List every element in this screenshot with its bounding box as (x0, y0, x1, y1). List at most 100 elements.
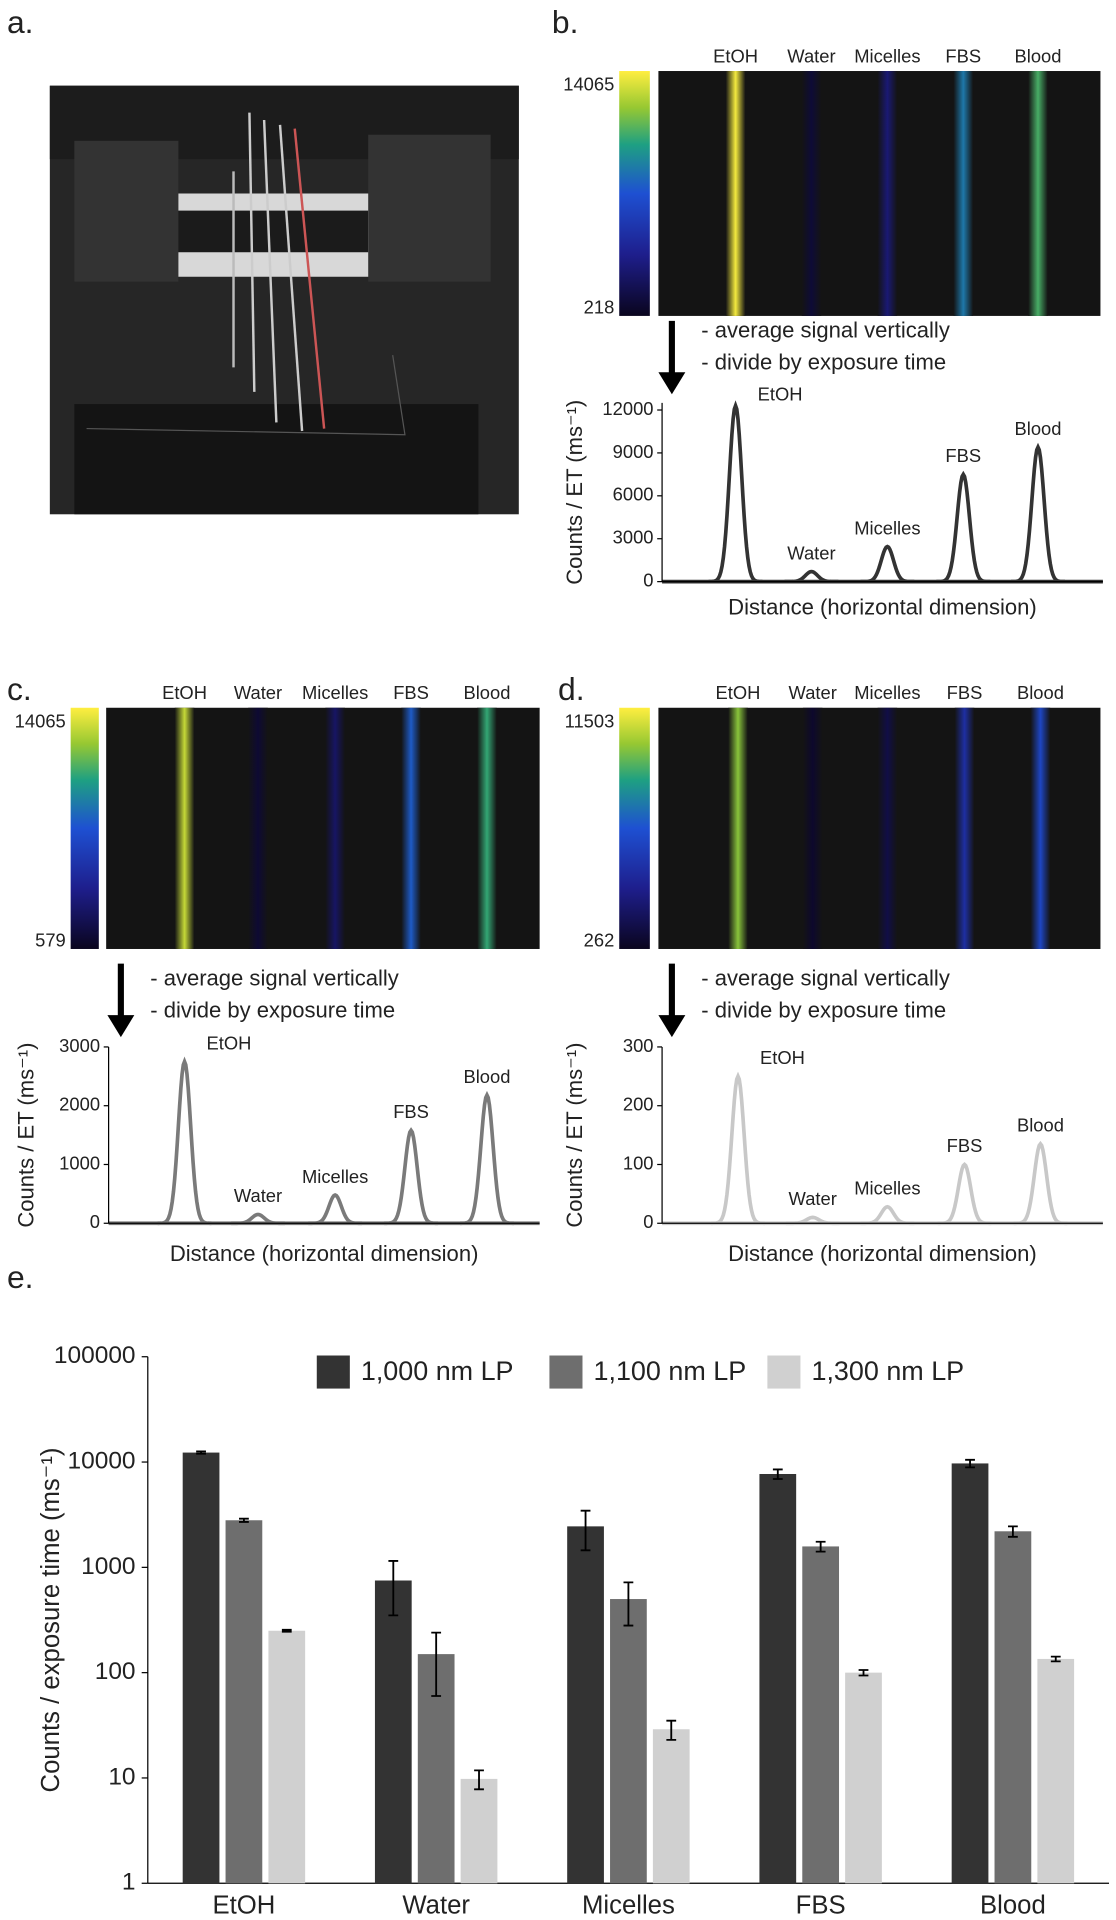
heatmap (106, 707, 540, 949)
note: - average signal vertically (701, 965, 950, 990)
peak (937, 1161, 992, 1226)
y-axis-title: Counts / ET (ms⁻¹) (14, 1043, 39, 1228)
y-axis-title: Counts / ET (ms⁻¹) (562, 400, 587, 585)
panel-label: a. (7, 4, 34, 40)
bar (182, 1452, 220, 1884)
bar (845, 1672, 882, 1884)
lane-label: Water (234, 682, 282, 703)
peak (1013, 1140, 1068, 1226)
peak-label: Blood (463, 1066, 510, 1087)
bar (460, 1778, 498, 1884)
heatmap-lane (725, 71, 746, 316)
peak (860, 1204, 915, 1226)
y-axis-title: Counts / exposure time (ms⁻¹) (37, 1448, 65, 1793)
lane-label: Water (789, 682, 837, 703)
arrow-head (658, 1015, 686, 1038)
x-tick-label: EtOH (212, 1891, 275, 1919)
heatmap-lane (953, 71, 974, 316)
y-tick-label: 6000 (613, 484, 654, 505)
arrow-head (107, 1015, 135, 1038)
panel-label: e. (7, 1259, 34, 1295)
colorbar-min: 579 (35, 929, 66, 950)
note: - average signal vertically (701, 318, 950, 343)
peak-label: EtOH (760, 1047, 805, 1068)
y-tick-label: 100000 (54, 1342, 136, 1369)
peak-label: EtOH (758, 383, 803, 404)
bar (567, 1526, 604, 1884)
bar (268, 1630, 306, 1884)
peak-label: Water (234, 1185, 282, 1206)
peak (384, 1127, 439, 1226)
error-bar (281, 1628, 292, 1633)
error-bar (965, 1458, 975, 1469)
lane-label: Water (787, 45, 835, 66)
heatmap-lane (477, 707, 497, 949)
lane-label: EtOH (162, 682, 207, 703)
peak (460, 1090, 514, 1226)
heatmap-lane (802, 707, 823, 949)
error-bar (815, 1540, 826, 1553)
note: - divide by exposure time (701, 350, 946, 375)
note: - divide by exposure time (701, 997, 946, 1022)
error-bar (666, 1719, 677, 1741)
y-tick-label: 100 (95, 1658, 136, 1685)
legend-label: 1,100 nm LP (594, 1356, 747, 1386)
peak-label: FBS (945, 445, 981, 466)
heatmap-lane (801, 71, 822, 316)
legend-swatch (316, 1355, 350, 1389)
legend-swatch (549, 1355, 583, 1389)
legend-label: 1,300 nm LP (811, 1356, 964, 1386)
bar (374, 1580, 412, 1884)
lane-label: Blood (1015, 45, 1062, 66)
bar (951, 1463, 989, 1884)
arrow-head (658, 372, 686, 395)
heatmap-lane (174, 707, 195, 949)
error-bar (1050, 1655, 1061, 1663)
heatmap-lane (877, 71, 898, 316)
heatmap-lane (1030, 707, 1051, 949)
y-tick-label: 1000 (81, 1553, 135, 1580)
y-tick-label: 300 (623, 1035, 654, 1056)
note: - divide by exposure time (150, 997, 395, 1022)
heatmap-lane (954, 707, 975, 949)
peak-label: Blood (1015, 418, 1062, 439)
x-axis-title: Distance (horizontal dimension) (728, 1241, 1037, 1266)
y-tick-label: 0 (643, 1211, 653, 1232)
x-tick-label: Micelles (582, 1891, 675, 1919)
y-tick-label: 3000 (59, 1035, 100, 1056)
colorbar (619, 707, 650, 949)
x-axis-title: Distance (horizontal dimension) (728, 594, 1037, 619)
lane-label: FBS (945, 45, 981, 66)
peak-label: Water (789, 1188, 837, 1209)
colorbar-min: 262 (584, 929, 615, 950)
peak-label: FBS (947, 1135, 983, 1156)
lane-label: FBS (947, 682, 983, 703)
lane-label: Micelles (302, 682, 368, 703)
legend-swatch (767, 1355, 801, 1389)
peak-label: Blood (1017, 1115, 1064, 1136)
colorbar (70, 707, 99, 949)
peak-label: Micelles (854, 1178, 920, 1199)
lane-label: Blood (1017, 682, 1064, 703)
y-axis-title: Counts / ET (ms⁻¹) (562, 1043, 587, 1228)
peak (860, 544, 915, 584)
peak (708, 400, 763, 584)
colorbar (619, 71, 650, 316)
bar (759, 1473, 797, 1884)
y-tick-label: 100 (623, 1152, 654, 1173)
error-bar (239, 1517, 249, 1523)
colorbar-min: 218 (584, 296, 615, 317)
y-tick-label: 10 (108, 1763, 135, 1790)
peak (1011, 442, 1065, 584)
colorbar-max: 11503 (565, 710, 615, 731)
y-tick-label: 0 (643, 569, 653, 590)
bar (802, 1546, 840, 1884)
note: - average signal vertically (150, 965, 399, 990)
error-bar (196, 1450, 206, 1455)
peak-label: Water (787, 542, 835, 563)
lane-label: FBS (393, 682, 429, 703)
y-tick-label: 1000 (59, 1152, 100, 1173)
bar (994, 1531, 1032, 1884)
x-tick-label: Water (402, 1891, 470, 1919)
y-tick-label: 2000 (59, 1094, 100, 1115)
